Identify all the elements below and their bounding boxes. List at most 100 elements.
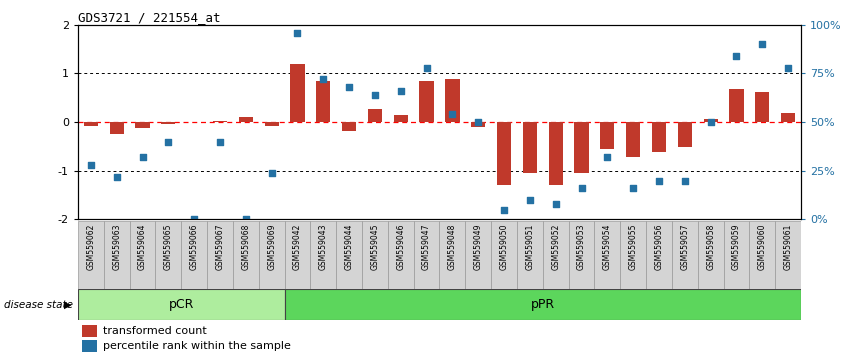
Point xyxy=(368,92,382,98)
Point xyxy=(394,88,408,94)
Text: transformed count: transformed count xyxy=(102,326,206,336)
Text: GSM559056: GSM559056 xyxy=(655,223,663,270)
Text: ▶: ▶ xyxy=(63,300,71,310)
Bar xyxy=(207,221,233,289)
Text: GSM559058: GSM559058 xyxy=(706,223,715,270)
Text: GSM559051: GSM559051 xyxy=(526,223,534,270)
Bar xyxy=(543,221,569,289)
Point xyxy=(110,174,124,179)
Bar xyxy=(523,122,537,173)
Text: GSM559052: GSM559052 xyxy=(552,223,560,270)
Point xyxy=(678,178,692,183)
Point xyxy=(84,162,98,168)
Point xyxy=(420,65,434,70)
Bar xyxy=(465,221,491,289)
Bar xyxy=(781,113,795,122)
Point xyxy=(729,53,743,59)
Point xyxy=(445,112,459,117)
Bar xyxy=(342,122,356,131)
Bar xyxy=(233,221,259,289)
Bar xyxy=(264,122,279,126)
Point xyxy=(239,217,253,222)
Bar xyxy=(439,221,465,289)
Bar xyxy=(729,89,744,122)
Bar xyxy=(491,221,517,289)
Text: GSM559068: GSM559068 xyxy=(242,223,250,270)
Bar xyxy=(130,221,155,289)
Text: percentile rank within the sample: percentile rank within the sample xyxy=(102,341,290,352)
Text: GSM559057: GSM559057 xyxy=(681,223,689,270)
Text: GSM559055: GSM559055 xyxy=(629,223,637,270)
Bar xyxy=(574,122,589,173)
Bar xyxy=(548,122,563,185)
Point xyxy=(136,154,150,160)
Text: GDS3721 / 221554_at: GDS3721 / 221554_at xyxy=(78,11,221,24)
Bar xyxy=(594,221,620,289)
Bar xyxy=(419,81,434,122)
Bar xyxy=(81,340,98,353)
Point xyxy=(316,76,330,82)
Bar xyxy=(110,122,124,134)
Bar xyxy=(698,221,724,289)
Bar xyxy=(368,108,382,122)
Bar xyxy=(626,122,640,157)
Bar xyxy=(285,289,801,320)
Bar xyxy=(316,81,331,122)
Text: pPR: pPR xyxy=(531,298,555,311)
Bar xyxy=(445,79,460,122)
Point xyxy=(497,207,511,212)
Text: GSM559063: GSM559063 xyxy=(113,223,121,270)
Text: GSM559053: GSM559053 xyxy=(577,223,586,270)
Bar xyxy=(336,221,362,289)
Bar xyxy=(259,221,285,289)
Bar xyxy=(749,221,775,289)
Text: GSM559069: GSM559069 xyxy=(267,223,276,270)
Bar xyxy=(517,221,543,289)
Bar xyxy=(78,221,104,289)
Bar xyxy=(755,92,769,122)
Point xyxy=(265,170,279,176)
Point xyxy=(575,185,589,191)
Text: GSM559043: GSM559043 xyxy=(319,223,327,270)
Bar xyxy=(497,122,511,185)
Bar xyxy=(239,117,253,122)
Bar xyxy=(672,221,698,289)
Bar xyxy=(724,221,749,289)
Text: GSM559065: GSM559065 xyxy=(164,223,173,270)
Point xyxy=(652,178,666,183)
Bar xyxy=(600,122,615,149)
Point xyxy=(781,65,795,70)
Point xyxy=(626,185,640,191)
Text: GSM559048: GSM559048 xyxy=(448,223,457,270)
Bar xyxy=(652,122,666,152)
Bar xyxy=(135,122,150,128)
Text: GSM559044: GSM559044 xyxy=(345,223,353,270)
Bar xyxy=(290,64,305,122)
Bar xyxy=(471,122,485,127)
Text: GSM559061: GSM559061 xyxy=(784,223,792,270)
Text: GSM559042: GSM559042 xyxy=(293,223,302,270)
Bar xyxy=(569,221,594,289)
Text: GSM559066: GSM559066 xyxy=(190,223,198,270)
Bar xyxy=(310,221,336,289)
Point xyxy=(161,139,175,144)
Point xyxy=(290,30,304,35)
Point xyxy=(755,41,769,47)
Text: GSM559062: GSM559062 xyxy=(87,223,95,270)
Bar xyxy=(388,221,414,289)
Bar xyxy=(84,122,98,126)
Bar xyxy=(620,221,646,289)
Bar xyxy=(414,221,439,289)
Point xyxy=(549,201,563,207)
Bar xyxy=(775,221,801,289)
Point xyxy=(704,119,718,125)
Point xyxy=(471,119,485,125)
Bar xyxy=(646,221,672,289)
Text: GSM559054: GSM559054 xyxy=(603,223,612,270)
Text: GSM559046: GSM559046 xyxy=(397,223,405,270)
Bar xyxy=(362,221,388,289)
Point xyxy=(600,154,614,160)
Bar xyxy=(161,122,176,124)
Text: GSM559067: GSM559067 xyxy=(216,223,224,270)
Point xyxy=(187,217,201,222)
